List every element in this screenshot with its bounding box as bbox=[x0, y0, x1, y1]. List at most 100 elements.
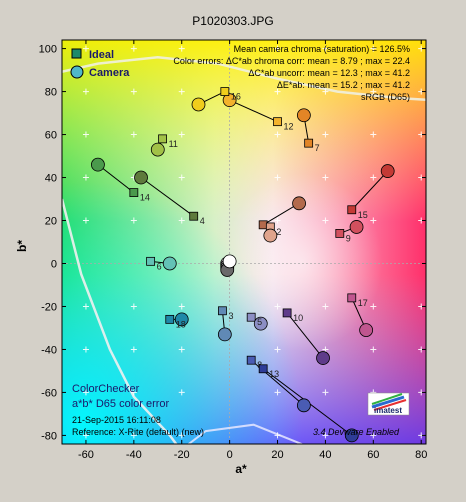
ideal-point-16 bbox=[220, 87, 230, 96]
y-tick-label: 60 bbox=[45, 130, 57, 142]
x-tick-label: 60 bbox=[367, 449, 379, 461]
y-tick-label: 100 bbox=[39, 44, 57, 56]
patch-label-3: 3 bbox=[228, 311, 233, 321]
patch-label-15: 15 bbox=[358, 210, 368, 220]
ideal-point-4 bbox=[189, 211, 199, 221]
patch-label-18: 18 bbox=[176, 319, 186, 329]
patch-label-13: 13 bbox=[269, 369, 279, 379]
x-tick-label: 80 bbox=[415, 449, 427, 461]
camera-point-14 bbox=[91, 157, 105, 172]
neutral-point bbox=[222, 254, 237, 269]
x-tick-label: 40 bbox=[319, 449, 331, 461]
stat-line: Color errors: ΔC*ab chroma corr: mean = … bbox=[173, 56, 410, 66]
x-tick-label: 20 bbox=[271, 449, 283, 461]
patch-label-10: 10 bbox=[293, 313, 303, 323]
camera-point-8 bbox=[296, 398, 311, 413]
camera-point-4 bbox=[134, 170, 148, 185]
error-line-4 bbox=[140, 177, 195, 217]
camera-point-15 bbox=[380, 164, 395, 178]
ideal-point-14 bbox=[129, 188, 139, 197]
legend: Ideal Camera bbox=[70, 48, 130, 79]
patch-label-2: 2 bbox=[276, 227, 281, 237]
ideal-point-11 bbox=[158, 134, 167, 144]
ideal-point-7 bbox=[304, 138, 314, 148]
patch-label-17: 17 bbox=[358, 298, 368, 308]
patch-label-7: 7 bbox=[315, 143, 320, 153]
x-tick-label: -20 bbox=[174, 449, 190, 461]
patch-label-11: 11 bbox=[169, 139, 178, 149]
error-line-10 bbox=[286, 312, 324, 359]
camera-point-18 bbox=[174, 312, 189, 327]
error-line-14 bbox=[97, 164, 135, 193]
ideal-point-17 bbox=[347, 293, 357, 303]
chart-title: P1020303.JPG bbox=[192, 14, 273, 28]
patch-label-5: 5 bbox=[257, 317, 262, 327]
camera-point-13 bbox=[344, 428, 359, 443]
y-tick-label: -20 bbox=[41, 301, 57, 313]
ideal-point-6 bbox=[146, 256, 156, 266]
ideal-point-8 bbox=[246, 355, 256, 365]
stats-box: Mean camera chroma (saturation) = 126.5%… bbox=[173, 44, 410, 102]
error-line-1 bbox=[262, 202, 300, 226]
y-tick-label: -80 bbox=[41, 430, 57, 442]
patch-label-9: 9 bbox=[346, 233, 351, 243]
note-line: a*b* D65 color error bbox=[72, 398, 170, 410]
plot-frame bbox=[61, 39, 427, 445]
y-tick-label: -60 bbox=[41, 387, 57, 399]
error-line-15 bbox=[351, 170, 389, 211]
camera-point-3 bbox=[217, 327, 232, 342]
stat-line: ΔC*ab uncorr: mean = 12.3 ; max = 41.2 bbox=[248, 68, 410, 78]
notes-box: ColorChecker a*b* D65 color error 21-Sep… bbox=[72, 383, 204, 437]
patch-label-14: 14 bbox=[140, 193, 150, 203]
camera-point-6 bbox=[162, 256, 177, 271]
patch-label-6: 6 bbox=[157, 261, 162, 271]
axes: -60 -40 -20 0 20 40 60 80 -80 -60 -40 -20 0 20 40 60 80 1… bbox=[39, 40, 427, 461]
legend-ideal-label: Ideal bbox=[89, 49, 114, 61]
stat-line: sRGB (D65) bbox=[361, 92, 410, 102]
camera-point-16 bbox=[191, 97, 206, 112]
patch-label-4: 4 bbox=[200, 216, 205, 226]
gamut-boundary bbox=[62, 55, 426, 444]
legend-camera-label: Camera bbox=[89, 67, 130, 79]
data-points: 123456789101112131415161718 bbox=[91, 87, 395, 443]
camera-point-10 bbox=[316, 351, 330, 365]
imatest-logo: imatest bbox=[367, 392, 410, 416]
ideal-point-9 bbox=[335, 229, 345, 238]
grid bbox=[62, 40, 426, 444]
error-line-12 bbox=[229, 99, 278, 123]
x-tick-label: -60 bbox=[78, 449, 94, 461]
camera-point-5 bbox=[253, 316, 268, 331]
camera-point-17 bbox=[359, 323, 374, 338]
camera-point-11 bbox=[150, 142, 165, 157]
x-tick-label: 0 bbox=[227, 449, 233, 461]
logo-text: imatest bbox=[374, 406, 402, 415]
camera-point-2 bbox=[263, 228, 278, 243]
ideal-point-15 bbox=[347, 205, 357, 215]
y-axis-label: b* bbox=[15, 240, 29, 252]
y-tick-label: -40 bbox=[41, 344, 57, 356]
ideal-point-12 bbox=[273, 117, 282, 127]
legend-ideal-marker bbox=[71, 48, 82, 59]
ideal-point-5 bbox=[246, 312, 256, 322]
camera-point-7 bbox=[296, 108, 311, 123]
ideal-point-18 bbox=[165, 314, 175, 324]
camera-point-12 bbox=[222, 93, 237, 108]
note-line: ColorChecker bbox=[72, 383, 140, 395]
y-tick-label: 80 bbox=[45, 87, 57, 99]
stat-line: ΔE*ab: mean = 15.2 ; max = 41.2 bbox=[277, 80, 410, 90]
x-axis-label: a* bbox=[235, 462, 247, 476]
patch-label-16: 16 bbox=[231, 92, 241, 102]
y-tick-label: 0 bbox=[51, 258, 57, 270]
y-tick-label: 40 bbox=[45, 173, 57, 185]
ideal-point-3 bbox=[218, 306, 227, 316]
camera-point-9 bbox=[349, 220, 364, 234]
footer-text: 3.4 Devware Enabled bbox=[313, 427, 400, 437]
x-tick-label: -40 bbox=[126, 449, 142, 461]
legend-camera-marker bbox=[70, 65, 84, 79]
note-line: 21-Sep-2015 16:11:08 bbox=[72, 415, 161, 425]
stat-line: Mean camera chroma (saturation) = 126.5% bbox=[234, 44, 410, 54]
camera-point-1 bbox=[292, 196, 306, 211]
patch-label-12: 12 bbox=[284, 122, 294, 132]
note-line: Reference: X-Rite (default) (new) bbox=[72, 427, 204, 437]
